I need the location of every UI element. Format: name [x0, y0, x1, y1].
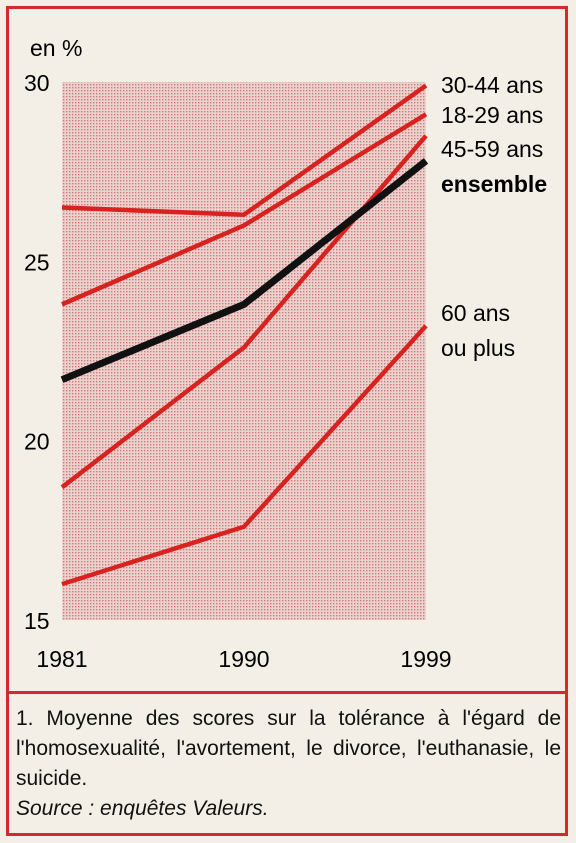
x-tick-label: 1990 — [218, 646, 269, 672]
series-line — [61, 83, 428, 217]
line-chart: en % 30 25 20 15 1981 1990 1999 30-44 ans 18-2… — [24, 35, 547, 672]
caption-divider — [6, 691, 568, 694]
series-line — [60, 158, 429, 383]
x-tick-label: 1981 — [36, 646, 87, 672]
y-tick-label: 20 — [24, 429, 50, 455]
legend-label: ou plus — [441, 335, 515, 361]
series-line — [61, 324, 428, 587]
plot-area — [62, 82, 426, 620]
legend-label: ensemble — [441, 171, 547, 197]
y-tick-label: 15 — [24, 608, 50, 634]
y-tick-label: 25 — [24, 249, 50, 275]
figure-frame — [6, 6, 568, 836]
legend-label: 60 ans — [441, 300, 510, 326]
y-tick-label: 30 — [24, 70, 50, 96]
figure-caption: 1. Moyenne des scores sur la tolérance à… — [16, 704, 561, 824]
y-axis-label: en % — [30, 35, 82, 61]
series-line — [61, 112, 428, 307]
legend-label: 45-59 ans — [441, 136, 543, 162]
legend-label: 30-44 ans — [441, 72, 543, 98]
x-tick-label: 1999 — [400, 646, 451, 672]
caption-note: 1. Moyenne des scores sur la tolérance à… — [16, 707, 561, 790]
caption-source: Source : enquêtes Valeurs. — [16, 797, 269, 820]
legend-label: 18-29 ans — [441, 102, 543, 128]
